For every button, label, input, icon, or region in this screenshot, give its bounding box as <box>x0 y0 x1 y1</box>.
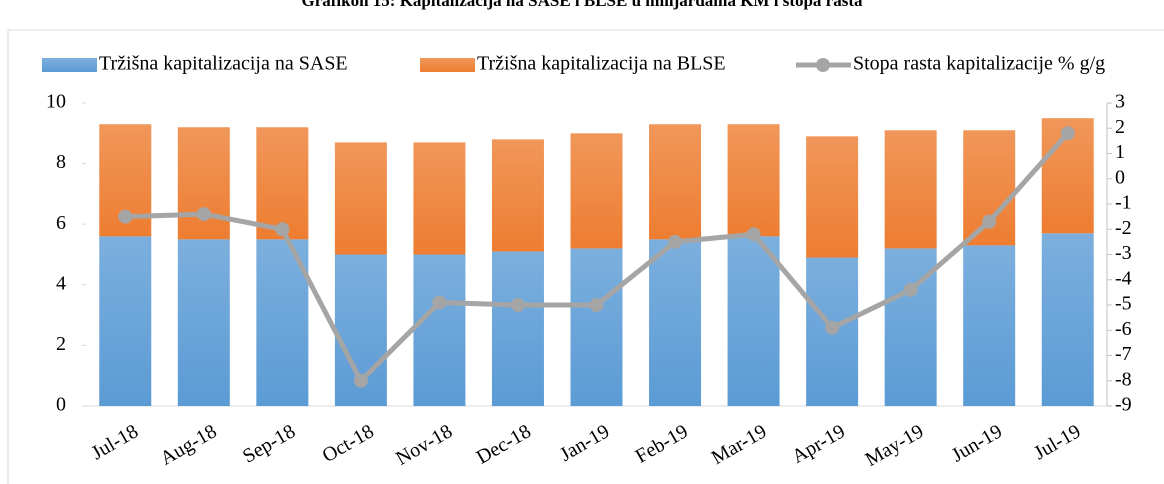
x-tick-label: Apr-19 <box>788 420 849 468</box>
y2-tick-label: -4 <box>1115 267 1132 289</box>
x-tick-label: Mar-19 <box>708 420 771 469</box>
y2-tick-label: 1 <box>1115 141 1125 163</box>
marker <box>668 234 683 249</box>
bar <box>649 239 702 406</box>
y-tick-label: 2 <box>56 333 66 355</box>
marker <box>118 209 133 224</box>
y-tick-label: 8 <box>56 151 66 173</box>
bar <box>570 133 623 249</box>
bar <box>99 236 152 406</box>
chart-frame <box>7 29 1164 484</box>
bar <box>256 127 309 240</box>
marker <box>1060 126 1075 141</box>
y2-tick-label: 0 <box>1115 166 1125 188</box>
bar <box>727 124 780 237</box>
bar <box>649 124 702 240</box>
y2-tick-label: -2 <box>1115 217 1132 239</box>
y2-tick-label: -3 <box>1115 242 1132 264</box>
x-tick-label: Jul-19 <box>1030 420 1084 464</box>
y-tick-label: 6 <box>56 212 66 234</box>
marker <box>746 227 761 242</box>
marker <box>275 222 290 237</box>
y-tick-label: 10 <box>46 91 66 113</box>
y2-tick-label: -9 <box>1115 394 1132 416</box>
y2-tick-label: -8 <box>1115 368 1132 390</box>
y2-tick-label: -5 <box>1115 293 1132 315</box>
marker <box>982 214 997 229</box>
x-tick-label: Dec-18 <box>473 420 535 468</box>
marker <box>510 298 525 312</box>
bar <box>334 142 387 255</box>
legend-swatch <box>420 58 475 72</box>
chart-title: Grafikon 15: Kapitalizacija na SASE i BL… <box>301 0 863 10</box>
bar <box>963 245 1016 406</box>
x-tick-label: May-19 <box>862 420 928 471</box>
x-tick-label: Sep-18 <box>239 420 299 467</box>
x-tick-label: Jun-19 <box>948 420 1006 466</box>
legend-label: Stopa rasta kapitalizacije % g/g <box>853 53 1105 75</box>
x-tick-label: Nov-18 <box>392 420 456 470</box>
marker <box>825 320 840 335</box>
bar <box>727 236 780 406</box>
y2-tick-label: 2 <box>1115 116 1125 138</box>
marker <box>903 282 918 297</box>
x-tick-label: Feb-19 <box>632 420 692 467</box>
marker <box>589 298 604 312</box>
legend-swatch <box>42 58 97 72</box>
x-tick-label: Aug-18 <box>157 420 221 470</box>
marker <box>432 295 447 310</box>
bar <box>177 127 230 240</box>
bar <box>491 139 544 252</box>
legend-label: Tržišna kapitalizacija na SASE <box>99 53 348 75</box>
y-tick-label: 4 <box>56 272 66 294</box>
bar <box>570 248 623 406</box>
x-tick-label: Jan-19 <box>556 420 613 466</box>
bar <box>806 136 859 258</box>
x-tick-label: Jul-18 <box>88 420 142 464</box>
legend-label: Tržišna kapitalizacija na BLSE <box>477 53 726 75</box>
bar <box>413 254 466 406</box>
x-tick-label: Oct-18 <box>319 420 378 467</box>
bar <box>413 142 466 255</box>
bar <box>1041 233 1094 406</box>
bar <box>491 251 544 406</box>
y-tick-label: 0 <box>56 394 66 416</box>
y2-tick-label: -7 <box>1115 343 1132 365</box>
legend-swatch-marker <box>816 58 830 72</box>
y2-tick-label: 3 <box>1115 91 1125 113</box>
marker <box>353 373 368 388</box>
bar <box>884 130 937 249</box>
y2-tick-label: -1 <box>1115 192 1132 214</box>
y2-tick-label: -6 <box>1115 318 1132 340</box>
bar <box>177 239 230 406</box>
marker <box>196 207 211 222</box>
